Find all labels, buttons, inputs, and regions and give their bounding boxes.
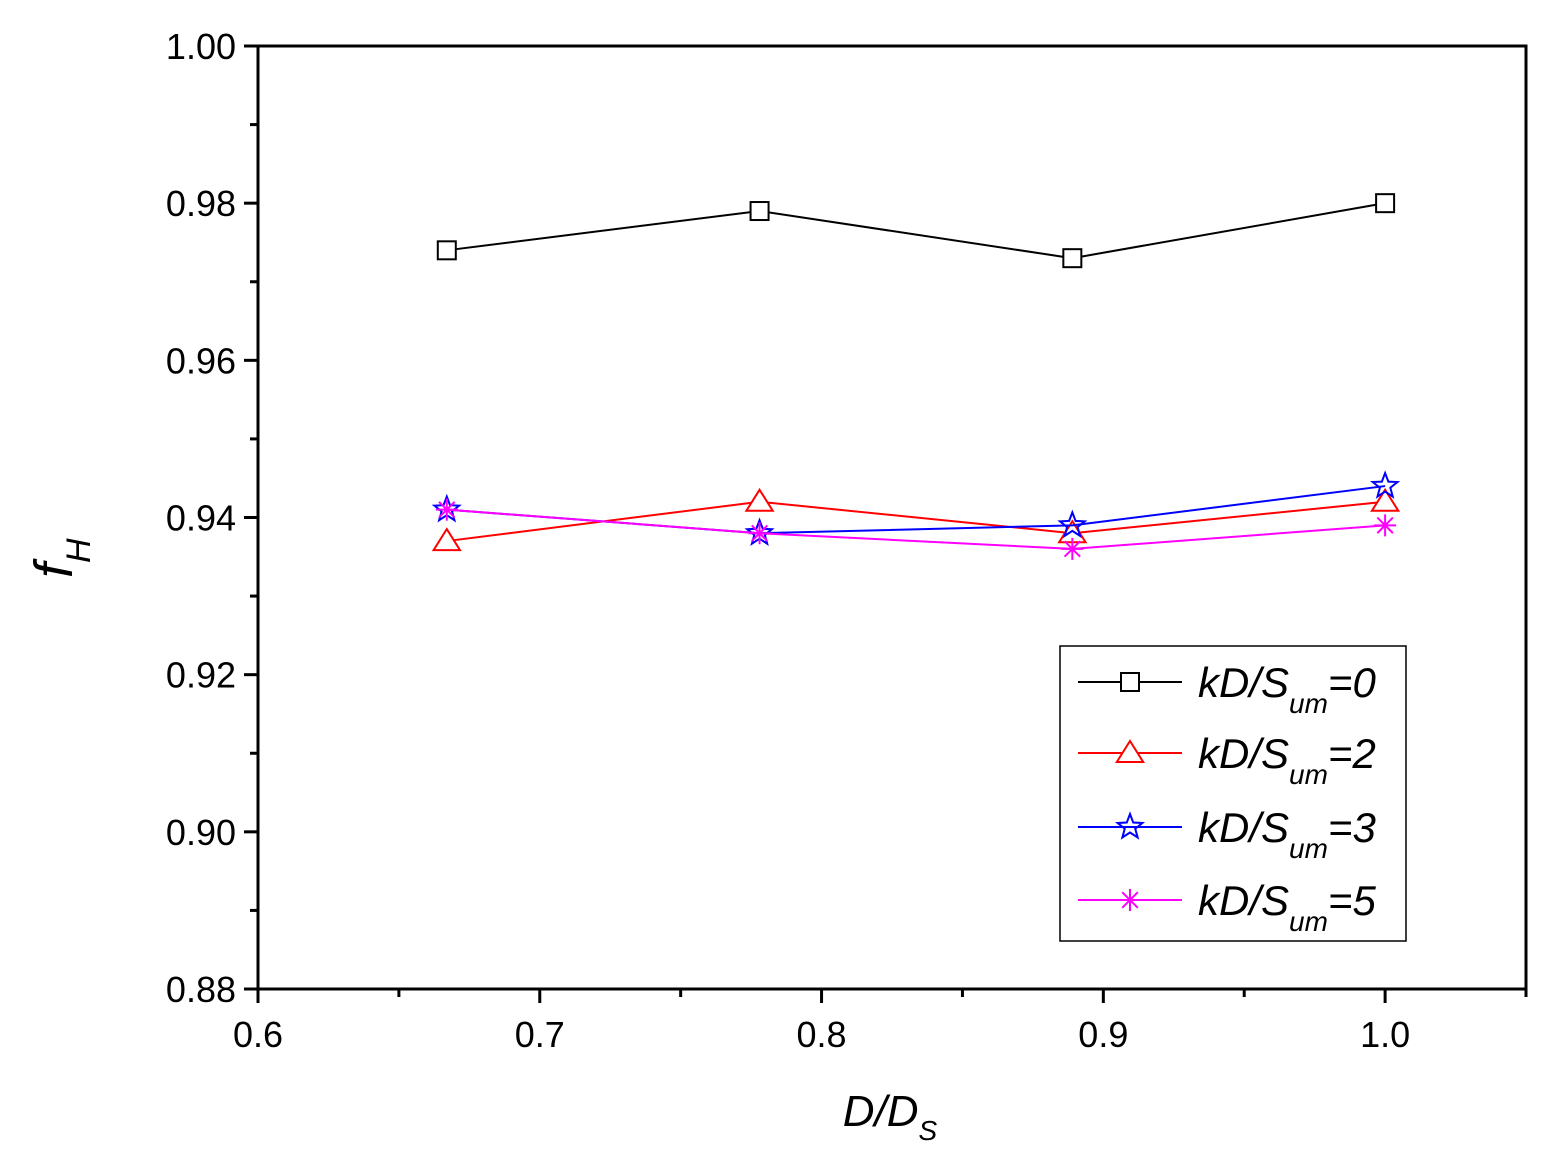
legend-box (1059, 645, 1407, 942)
legend-marker-star (1114, 811, 1146, 840)
legend-item: kD/Sum=5 (1078, 877, 1376, 937)
legend-label-main: kD/S (1198, 659, 1289, 706)
legend-label-sub: um (1289, 759, 1328, 790)
data-point-square (749, 201, 770, 222)
x-tick-label: 1.0 (1360, 1014, 1410, 1055)
legend-label: kD/Sum=5 (1198, 877, 1376, 937)
legend-label-suffix: =5 (1328, 877, 1377, 924)
asterisk-stroke (1376, 516, 1394, 534)
y-axis-title-sub: H (60, 538, 98, 563)
data-point-star (1370, 470, 1401, 499)
legend-marker-square (1120, 672, 1140, 692)
data-point-square (436, 240, 457, 261)
y-tick-label: 0.98 (166, 183, 236, 224)
y-axis-title: fH (24, 538, 98, 578)
plot-area (431, 193, 1401, 560)
legend-label-suffix: =3 (1328, 804, 1376, 851)
data-point-asterisk (435, 498, 458, 521)
legend-item: kD/Sum=0 (1078, 659, 1376, 719)
legend-label-main: kD/S (1198, 730, 1289, 777)
legend-items: kD/Sum=0kD/Sum=2kD/Sum=3kD/Sum=5 (1078, 659, 1376, 937)
data-point-square (1062, 248, 1083, 269)
y-tick-label: 0.90 (166, 812, 236, 853)
series-line (446, 202, 1386, 260)
legend-marker-asterisk (1119, 889, 1141, 911)
data-point-triangle (744, 487, 775, 512)
x-tick-label: 0.8 (797, 1014, 847, 1055)
asterisk-stroke (1063, 540, 1081, 558)
y-tick-label: 0.96 (166, 340, 236, 381)
data-point-triangle (1370, 487, 1401, 512)
data-point-triangle (431, 527, 462, 552)
data-point-asterisk (748, 522, 771, 545)
series-line (446, 508, 1386, 550)
x-tick-label: 0.6 (233, 1014, 283, 1055)
legend-item: kD/Sum=3 (1078, 804, 1376, 864)
x-axis-ticks: 0.6 0.7 0.8 0.9 1.0 (233, 989, 1528, 1055)
legend-label-suffix: =0 (1328, 659, 1377, 706)
y-axis-ticks: 0.88 0.90 0.92 0.94 0.96 0.98 1.00 (166, 26, 258, 1010)
legend-label-sub: um (1289, 906, 1328, 937)
x-tick-label: 0.9 (1078, 1014, 1128, 1055)
series-square (436, 193, 1396, 269)
legend-marker-triangle (1114, 739, 1146, 763)
series-asterisk (435, 498, 1397, 560)
asterisk-stroke (438, 501, 456, 519)
y-tick-label: 0.92 (166, 655, 236, 696)
legend-label: kD/Sum=3 (1198, 804, 1376, 864)
asterisk-stroke (751, 524, 769, 542)
data-point-asterisk (1061, 537, 1084, 560)
x-axis-title: D/DS (843, 1087, 938, 1146)
y-tick-label: 1.00 (166, 26, 236, 67)
legend-label-main: kD/S (1198, 877, 1289, 924)
y-axis-title-main: f (24, 558, 84, 578)
legend-label: kD/Sum=2 (1198, 730, 1376, 790)
legend-item: kD/Sum=2 (1078, 730, 1376, 790)
x-tick-label: 0.7 (515, 1014, 565, 1055)
y-tick-label: 0.88 (166, 969, 236, 1010)
series-star (431, 470, 1401, 547)
data-point-asterisk (1374, 514, 1397, 537)
data-point-square (1375, 193, 1396, 214)
legend: kD/Sum=0kD/Sum=2kD/Sum=3kD/Sum=5 (1059, 645, 1407, 942)
series-line (446, 485, 1386, 535)
y-tick-label: 0.94 (166, 498, 236, 539)
data-point-star (1057, 509, 1088, 539)
legend-label-sub: um (1289, 688, 1328, 719)
legend-label-sub: um (1289, 833, 1328, 864)
x-axis-title-sub: S (919, 1115, 938, 1146)
legend-label-suffix: =2 (1328, 730, 1376, 777)
x-axis-title-main: D/D (843, 1087, 919, 1136)
legend-label: kD/Sum=0 (1198, 659, 1376, 719)
asterisk-stroke (1121, 891, 1139, 909)
legend-label-main: kD/S (1198, 804, 1289, 851)
